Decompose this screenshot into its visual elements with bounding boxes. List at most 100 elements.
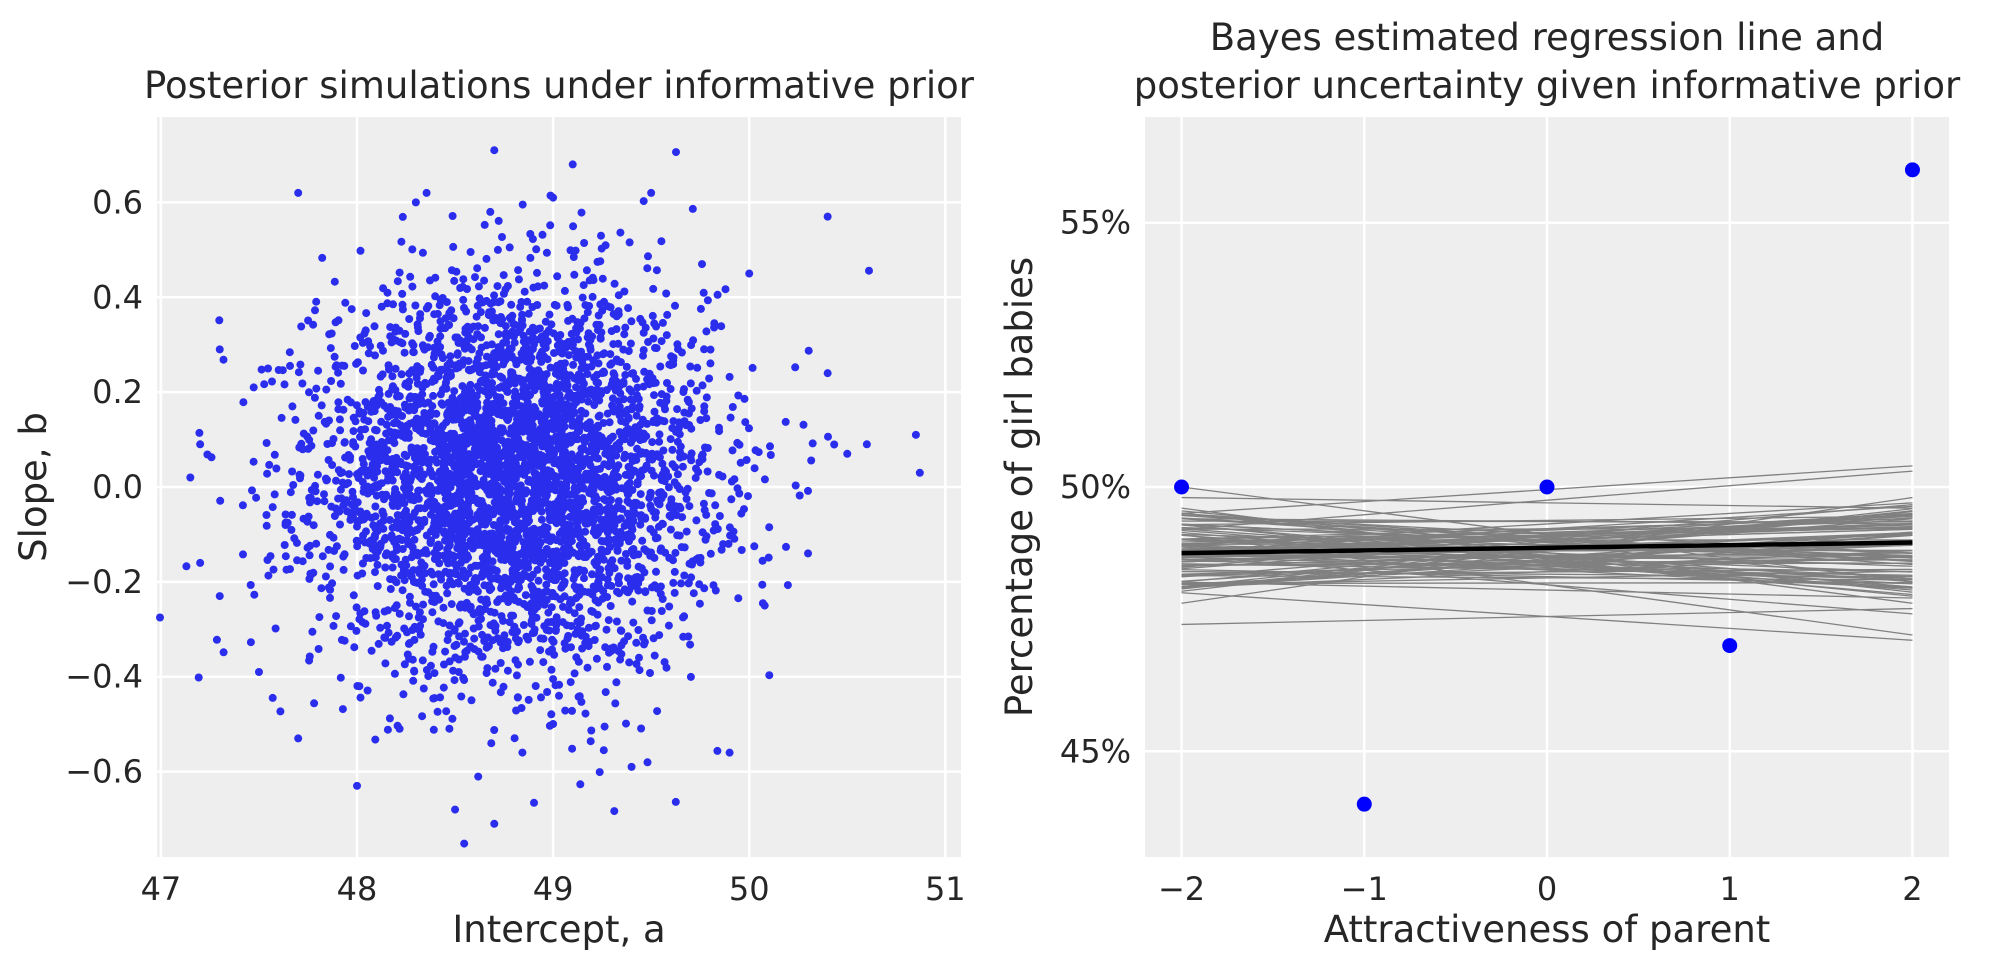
scatter-point [737, 546, 746, 554]
scatter-point [456, 498, 465, 507]
scatter-point [465, 588, 473, 596]
scatter-point [581, 519, 590, 528]
scatter-point [648, 374, 657, 383]
regression-title-line-2: posterior uncertainty given informative … [1134, 64, 1961, 107]
scatter-point [343, 395, 352, 404]
scatter-point [615, 438, 624, 447]
scatter-point [567, 329, 576, 338]
scatter-point [657, 337, 666, 346]
scatter-point [429, 391, 438, 400]
scatter-point [386, 585, 395, 593]
scatter-point [287, 525, 296, 534]
regression-x-tick-label: 1 [1720, 870, 1740, 908]
scatter-point [640, 367, 649, 376]
scatter-point [569, 253, 578, 261]
scatter-point [666, 525, 675, 534]
scatter-point [366, 342, 375, 351]
scatter-point [606, 602, 615, 610]
scatter-point [576, 354, 585, 363]
scatter-point [430, 669, 439, 678]
scatter-point [348, 487, 357, 496]
scatter-point [533, 489, 542, 498]
scatter-point [745, 269, 754, 278]
scatter-point [549, 675, 558, 684]
scatter-point [619, 345, 628, 354]
scatter-point [643, 606, 652, 615]
scatter-point [617, 432, 626, 441]
scatter-point [451, 805, 460, 814]
scatter-point [631, 509, 639, 518]
scatter-point [297, 322, 306, 331]
scatter-point [518, 463, 527, 472]
scatter-point [683, 395, 692, 404]
scatter-point [408, 282, 417, 291]
scatter-point [431, 455, 440, 464]
scatter-point [353, 358, 362, 367]
scatter-point [584, 352, 593, 361]
scatter-point [490, 351, 499, 360]
scatter-point [402, 452, 411, 461]
scatter-point [413, 323, 422, 332]
scatter-point [420, 470, 429, 479]
scatter-point [576, 528, 585, 537]
scatter-point [700, 345, 709, 354]
scatter-point [383, 606, 392, 615]
scatter-point [327, 329, 336, 338]
scatter-point [555, 431, 564, 440]
scatter-point [426, 436, 435, 445]
scatter-point [297, 439, 306, 448]
scatter-point [249, 457, 258, 466]
scatter-point [537, 515, 546, 524]
scatter-point [667, 352, 676, 361]
scatter-point [661, 405, 669, 414]
scatter-point [642, 547, 651, 556]
scatter-point [412, 623, 421, 632]
posterior-line [1181, 607, 1913, 626]
scatter-point [700, 584, 709, 593]
scatter-point [502, 541, 511, 550]
scatter-point [730, 475, 739, 484]
scatter-point [320, 490, 328, 499]
scatter-point [474, 607, 483, 616]
scatter-point [550, 412, 559, 421]
scatter-point [328, 461, 337, 469]
scatter-point [657, 237, 666, 246]
scatter-point [706, 549, 715, 558]
scatter-point [542, 596, 551, 604]
scatter-point [561, 706, 570, 715]
scatter-point [539, 489, 548, 497]
scatter-point [373, 582, 382, 591]
scatter-point [502, 467, 511, 476]
scatter-point [551, 626, 560, 635]
scatter-point [385, 365, 393, 374]
scatter-point [609, 471, 618, 480]
scatter-point [539, 412, 548, 421]
scatter-point [684, 578, 693, 587]
scatter-point [609, 444, 618, 453]
scatter-point [490, 819, 499, 828]
scatter-point [594, 441, 603, 450]
scatter-point [457, 464, 466, 473]
scatter-point [346, 622, 355, 631]
scatter-point [505, 458, 514, 467]
scatter-point [378, 507, 387, 516]
scatter-point [580, 567, 589, 576]
scatter-point [428, 429, 437, 438]
scatter-point [655, 437, 664, 446]
scatter-point [422, 666, 431, 674]
scatter-point [359, 460, 368, 469]
scatter-point [532, 245, 541, 254]
scatter-point [703, 444, 712, 452]
scatter-point [367, 435, 376, 444]
scatter-point [527, 496, 536, 505]
scatter-point [503, 637, 512, 646]
scatter-point [369, 539, 378, 548]
scatter-point [478, 514, 487, 523]
scatter-point [486, 207, 495, 216]
scatter-point [550, 349, 558, 357]
scatter-point [391, 364, 400, 373]
scatter-point [332, 476, 340, 485]
scatter-point [533, 268, 541, 277]
scatter-point [588, 390, 597, 399]
scatter-point [586, 737, 595, 746]
